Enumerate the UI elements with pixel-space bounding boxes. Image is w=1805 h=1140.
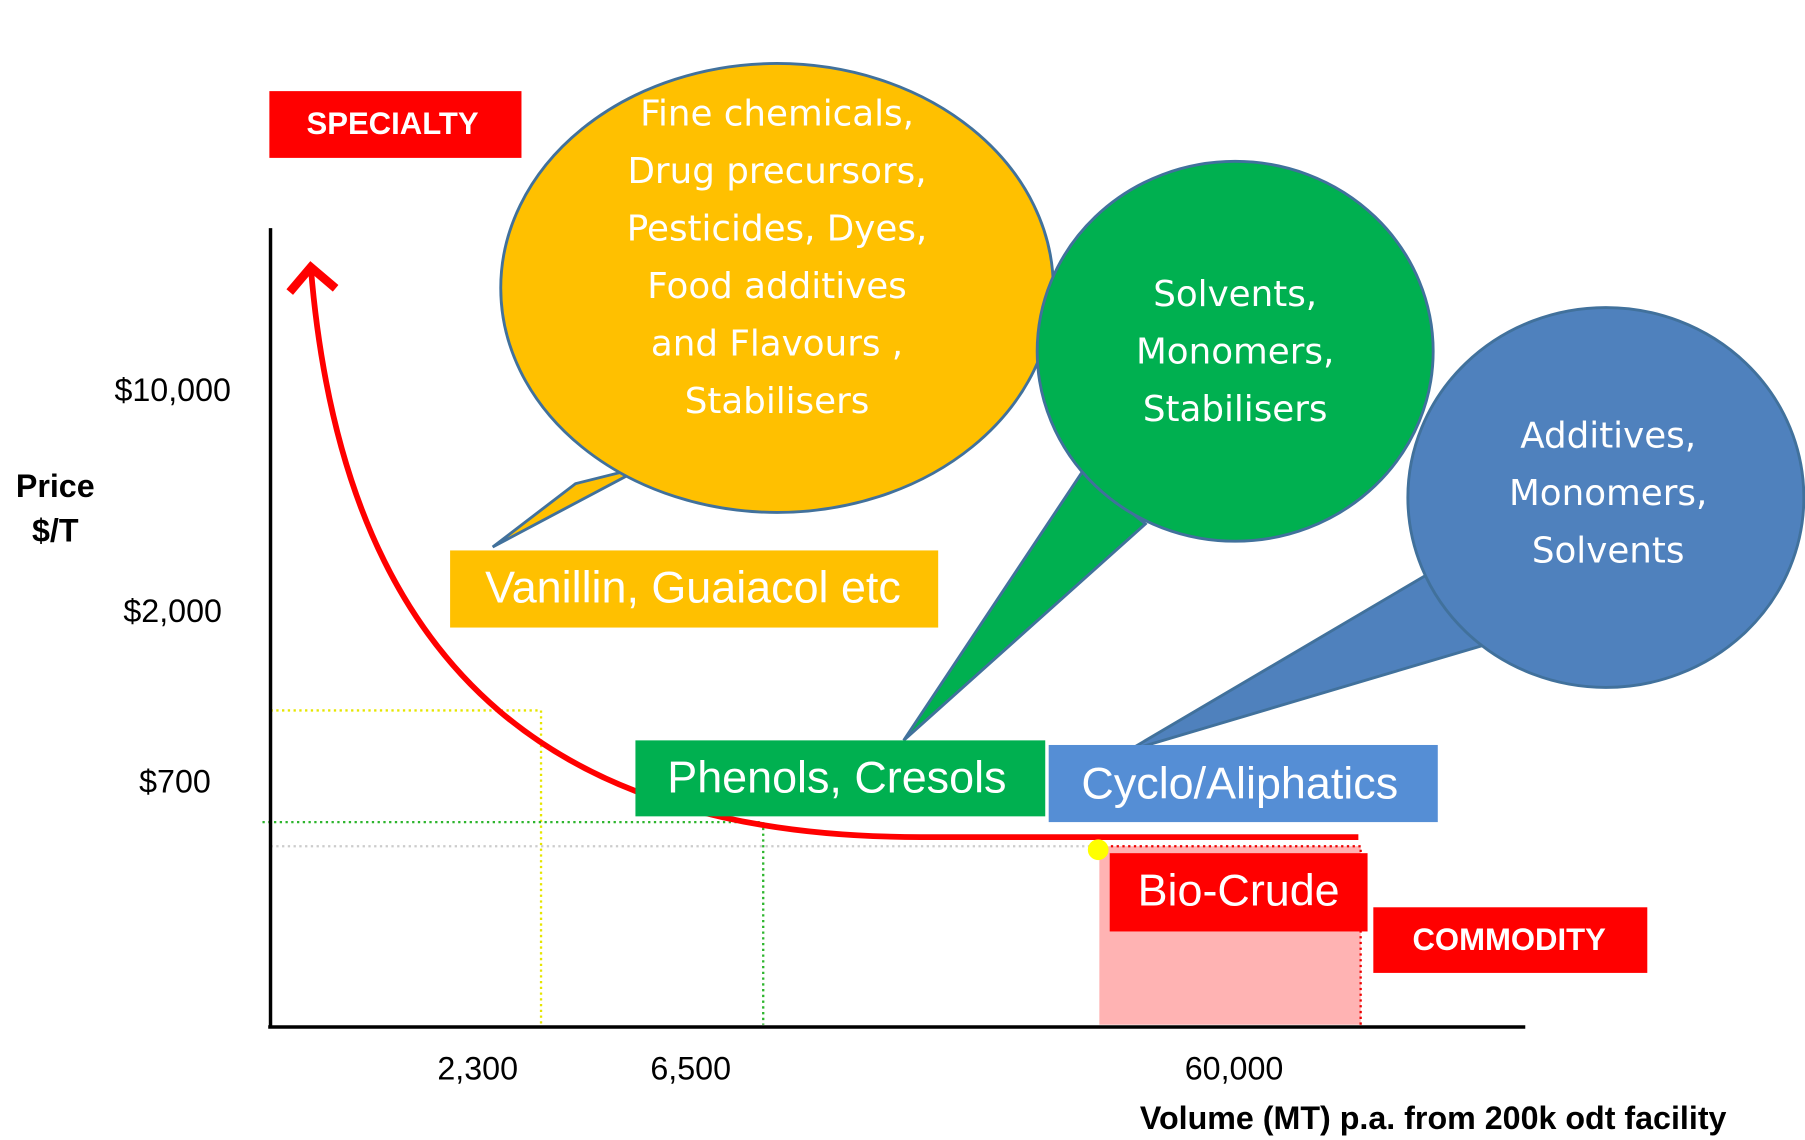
bubble-line: Stabilisers xyxy=(685,381,870,422)
price-curve xyxy=(286,261,1359,840)
box-label: Vanillin, Guaiacol etc xyxy=(485,562,901,613)
bubble-line: Monomers, xyxy=(1136,332,1334,373)
marker-dot xyxy=(1087,839,1109,861)
box-label: Cyclo/Aliphatics xyxy=(1081,757,1398,808)
bubble-line: Fine chemicals, xyxy=(640,93,914,134)
x-axis-title: Volume (MT) p.a. from 200k odt facility xyxy=(1140,1100,1727,1136)
y-axis-title: $/T xyxy=(32,513,79,549)
bubble-line: Stabilisers xyxy=(1143,389,1328,430)
bubble-line: and Flavours , xyxy=(651,324,903,365)
tag xyxy=(1373,907,1648,973)
bubble xyxy=(1406,306,1805,689)
bubble-line: Solvents, xyxy=(1153,274,1317,315)
bubble-line: Monomers, xyxy=(1509,473,1707,514)
x-tick-label: 6,500 xyxy=(650,1050,731,1086)
bubble-line: Food additives xyxy=(647,266,906,307)
y-tick-label: $10,000 xyxy=(114,372,230,408)
x-tick-label: 60,000 xyxy=(1185,1050,1284,1086)
box xyxy=(450,550,939,628)
box xyxy=(1048,744,1438,823)
box xyxy=(635,740,1046,817)
tag xyxy=(269,91,522,158)
bubble-line: Solvents xyxy=(1532,531,1685,572)
y-tick-label: $2,000 xyxy=(123,593,222,629)
y-axis-title: Price xyxy=(16,468,95,504)
commodity-border xyxy=(1099,845,1362,1025)
bubble-tail xyxy=(902,470,1148,742)
box-label: Bio-Crude xyxy=(1138,864,1340,915)
bubble-line: Drug precursors, xyxy=(627,151,926,192)
bubble-tail xyxy=(1127,562,1488,753)
bubble-texts: Fine chemicals, Drug precursors, Pesticide… xyxy=(627,93,1708,571)
bubble-line: Additives, xyxy=(1520,416,1696,457)
bubble xyxy=(1035,159,1435,543)
box xyxy=(1109,853,1368,932)
bubble-line: Pesticides, Dyes, xyxy=(627,208,928,249)
y-tick-label: $700 xyxy=(139,764,211,800)
bubble-tail xyxy=(491,465,646,549)
commodity-label: COMMODITY xyxy=(1412,922,1606,957)
x-tick-label: 2,300 xyxy=(437,1050,518,1086)
box-label: Phenols, Cresols xyxy=(667,752,1006,803)
specialty-label: SPECIALTY xyxy=(306,106,478,141)
